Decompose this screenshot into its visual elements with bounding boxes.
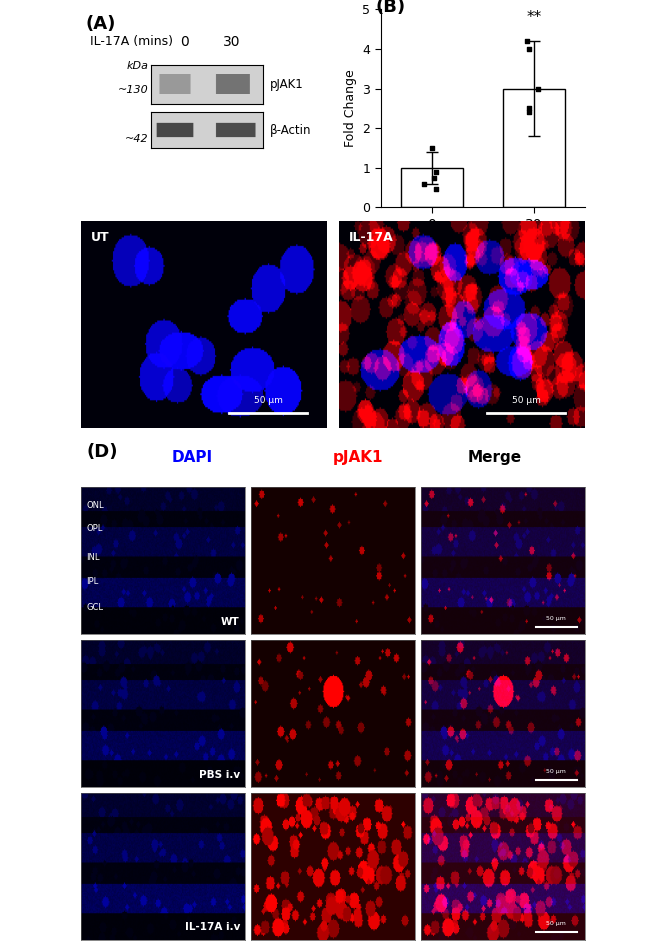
Text: **: ** xyxy=(526,10,541,26)
Point xyxy=(429,170,439,185)
Text: 0: 0 xyxy=(180,35,189,49)
Text: 30: 30 xyxy=(223,35,240,49)
Text: (C): (C) xyxy=(86,225,116,243)
Text: 50 μm: 50 μm xyxy=(547,921,566,926)
Text: IL-17A i.v: IL-17A i.v xyxy=(185,922,240,932)
Point xyxy=(525,104,535,120)
Text: (B): (B) xyxy=(376,0,406,15)
Text: DAPI: DAPI xyxy=(87,301,98,326)
Text: IPL: IPL xyxy=(86,577,98,586)
Text: Merge: Merge xyxy=(467,450,521,465)
Text: pJAK1: pJAK1 xyxy=(96,298,105,330)
X-axis label: Treatment length (mins): Treatment length (mins) xyxy=(397,237,569,251)
Text: GCL: GCL xyxy=(86,604,103,612)
Point xyxy=(524,101,534,116)
Text: 50 μm: 50 μm xyxy=(547,616,566,621)
Point xyxy=(523,42,534,57)
Text: INL: INL xyxy=(86,553,99,563)
Bar xyxy=(503,88,565,207)
Text: OPL: OPL xyxy=(86,524,103,533)
Bar xyxy=(401,168,463,207)
Text: ONL: ONL xyxy=(86,500,104,510)
Text: 50 μm: 50 μm xyxy=(547,769,566,773)
Text: β-Actin: β-Actin xyxy=(270,123,311,137)
Text: (D): (D) xyxy=(86,443,118,461)
Text: IL-17A: IL-17A xyxy=(349,231,394,244)
Text: IL-17A (mins): IL-17A (mins) xyxy=(90,35,174,48)
Text: 50 μm: 50 μm xyxy=(512,396,540,405)
Text: 50 μm: 50 μm xyxy=(254,396,283,405)
Text: (A): (A) xyxy=(86,15,116,33)
Y-axis label: Fold Change: Fold Change xyxy=(344,69,357,147)
Point xyxy=(522,33,532,48)
Text: kDa: kDa xyxy=(127,61,149,71)
Point xyxy=(419,176,429,191)
Point xyxy=(431,182,441,197)
Text: PBS i.v: PBS i.v xyxy=(199,770,240,779)
Point xyxy=(533,81,543,96)
Text: UT: UT xyxy=(91,231,110,244)
Text: pJAK1: pJAK1 xyxy=(333,450,384,465)
Text: ~42: ~42 xyxy=(125,134,149,144)
Point xyxy=(426,140,437,156)
Text: DAPI: DAPI xyxy=(172,450,213,465)
Point xyxy=(431,164,441,179)
Text: WT: WT xyxy=(221,617,240,627)
Text: ~130: ~130 xyxy=(118,84,149,95)
Text: pJAK1: pJAK1 xyxy=(270,78,304,91)
